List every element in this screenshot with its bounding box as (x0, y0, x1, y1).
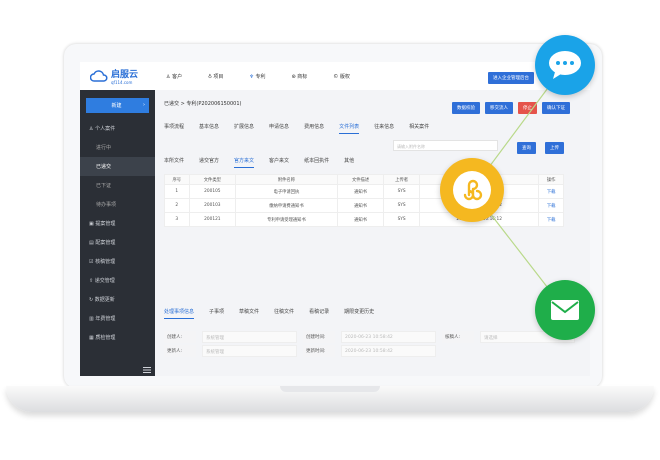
tab-files[interactable]: 文件列表 (339, 123, 360, 134)
sidebar-item-submit[interactable]: ⇪ 递交管理 (89, 278, 115, 284)
tab-task-info[interactable]: 处理事项信息 (164, 308, 195, 319)
app-screen: 启服云 qf114.com ♙ 客户 ♁ 项目 ♆ 专利 ⊛ 商标 © 版权 进入… (80, 62, 590, 376)
bottom-tabs: 处理事项信息 子事项 草稿文件 往稿文件 看稿记录 期限变更历史 (164, 308, 374, 319)
sidebar-item-proposal[interactable]: ▣ 提案管理 (89, 221, 116, 227)
sidebar-item-review[interactable]: ☑ 核稿管理 (89, 259, 116, 265)
tab-apply[interactable]: 申请信息 (269, 124, 290, 130)
breadcrumb: 已递交 > 专利(P202006150001) (164, 101, 242, 107)
logo[interactable]: 启服云 qf114.com (80, 67, 160, 85)
tab-past-draft[interactable]: 往稿文件 (274, 309, 295, 315)
sidebar-item-ongoing[interactable]: 进行中 (96, 145, 112, 151)
updated-field: 2020-06-23 10:58:42 (341, 345, 436, 357)
stop-button[interactable]: 停止 (518, 102, 537, 114)
top-bar: 启服云 qf114.com ♙ 客户 ♁ 项目 ♆ 专利 ⊛ 商标 © 版权 进入… (80, 62, 590, 90)
sidebar-item-annual[interactable]: ▥ 年费管理 (89, 316, 116, 322)
tab-related[interactable]: 相关案件 (409, 124, 430, 130)
transfer-button[interactable]: 移交流人 (485, 102, 513, 114)
validate-button[interactable]: 数据校验 (452, 102, 480, 114)
mini-program-glyph-icon (453, 171, 491, 209)
sidebar-item-certified[interactable]: 已下证 (96, 183, 112, 189)
tab-flow[interactable]: 事项流程 (164, 124, 185, 130)
subtab-official[interactable]: 官方来文 (234, 157, 255, 168)
brand-domain: qf114.com (111, 80, 133, 85)
creator-field: 系统管理 (202, 331, 297, 343)
subtab-client[interactable]: 客户来文 (269, 158, 290, 164)
mini-program-icon[interactable] (440, 158, 504, 222)
query-button[interactable]: 查询 (517, 142, 536, 154)
new-button[interactable]: 新建 › (86, 98, 149, 113)
file-subtabs: 本所文件 递交官方 官方来文 客户来文 纸本回执件 其他 (164, 157, 354, 168)
tab-review-log[interactable]: 看稿记录 (309, 309, 330, 315)
updater-field: 系统管理 (202, 345, 297, 357)
sidebar-item-submitted[interactable]: 已递交 (80, 157, 155, 176)
nav-patent[interactable]: ♆ 专利 (249, 73, 266, 80)
laptop-notch (280, 386, 380, 392)
created-field: 2020-06-23 10:58:42 (341, 331, 436, 343)
admin-button[interactable]: 进入企业管理后台 (488, 72, 534, 84)
cloud-icon (90, 70, 108, 82)
sidebar-item-assign[interactable]: ▤ 配案管理 (89, 240, 116, 246)
download-link[interactable]: 下载 (538, 212, 564, 227)
search-input[interactable]: 请输入附件名称 (393, 140, 498, 151)
nav-trademark[interactable]: ⊛ 商标 (291, 73, 308, 80)
tab-fee[interactable]: 费用信息 (304, 124, 325, 130)
confirm-cert-button[interactable]: 确认下证 (542, 102, 570, 114)
subtab-receipt[interactable]: 纸本回执件 (304, 158, 330, 164)
task-form: 创建人: 系统管理 创建时间: 2020-06-23 10:58:42 核稿人: 请选择 … (164, 330, 584, 358)
collapse-icon[interactable] (143, 367, 151, 373)
envelope-icon (551, 300, 579, 320)
upload-button[interactable]: 上传 (545, 142, 564, 154)
sidebar-item-todo[interactable]: 待办事项 (96, 202, 117, 208)
tab-basic[interactable]: 基本信息 (199, 124, 220, 130)
nav-customer[interactable]: ♙ 客户 (166, 73, 183, 80)
sidebar-item-personal[interactable]: ♙ 个人案件 (89, 126, 116, 132)
tab-deadline-history[interactable]: 期限变更历史 (344, 309, 375, 315)
tab-draft[interactable]: 草稿文件 (239, 309, 260, 315)
tab-correspondence[interactable]: 往来信息 (374, 124, 395, 130)
main-nav: ♙ 客户 ♁ 项目 ♆ 专利 ⊛ 商标 © 版权 (166, 73, 350, 80)
subtab-own[interactable]: 本所文件 (164, 158, 185, 164)
subtab-other[interactable]: 其他 (344, 158, 355, 164)
sidebar-item-data[interactable]: ↻ 数据更新 (89, 297, 115, 303)
subtab-submit[interactable]: 递交官方 (199, 158, 220, 164)
tab-ext[interactable]: 扩展信息 (234, 124, 255, 130)
nav-project[interactable]: ♁ 项目 (208, 73, 224, 80)
detail-tabs: 事项流程 基本信息 扩展信息 申请信息 费用信息 文件列表 往来信息 相关案件 (164, 123, 429, 134)
sidebar-item-qc[interactable]: ▦ 质检管理 (89, 335, 116, 341)
sidebar: 新建 › ♙ 个人案件 进行中 已递交 已下证 待办事项 ▣ 提案管理 ▤ 配案… (80, 90, 155, 376)
action-bar: 数据校验 移交流人 停止 确认下证 (452, 102, 570, 114)
nav-copyright[interactable]: © 版权 (333, 73, 350, 80)
chat-bubble-icon[interactable] (535, 35, 595, 95)
mail-icon[interactable] (535, 280, 595, 340)
tab-subtask[interactable]: 子事项 (209, 309, 225, 315)
brand-name: 启服云 (111, 70, 139, 80)
chat-dots-icon (549, 51, 581, 79)
